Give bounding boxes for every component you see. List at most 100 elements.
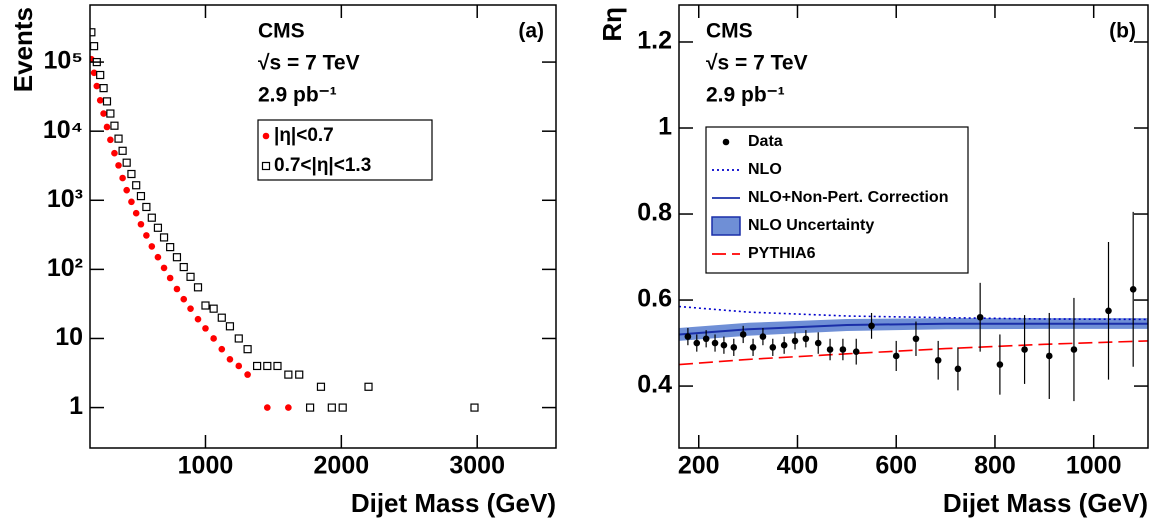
- y-tick-label: 1.2: [637, 27, 672, 55]
- data-point: [243, 345, 252, 354]
- data-point: [136, 191, 146, 201]
- data-point: [122, 158, 131, 167]
- legend-label: 0.7<|η|<1.3: [274, 155, 371, 176]
- data-point: [791, 337, 799, 345]
- curve: [679, 322, 1148, 336]
- data-point: [702, 335, 710, 343]
- x-tick-label: 200: [678, 452, 720, 480]
- panel-label: (b): [1109, 20, 1136, 43]
- data-point: [769, 344, 777, 351]
- data-point: [103, 123, 111, 131]
- data-point: [976, 313, 984, 321]
- curve: [679, 340, 1148, 366]
- legend-marker: [261, 161, 271, 171]
- data-point: [892, 352, 900, 360]
- annotation: √s = 7 TeV: [706, 52, 808, 75]
- data-point: [159, 233, 169, 242]
- data-point: [759, 333, 767, 340]
- data-point: [93, 82, 101, 90]
- data-point: [1105, 307, 1112, 315]
- data-point: [142, 202, 151, 212]
- data-point: [210, 335, 217, 342]
- data-point: [147, 213, 156, 222]
- legend-label: PYTHIA6: [748, 245, 816, 262]
- data-point: [225, 322, 235, 331]
- data-point: [218, 345, 226, 353]
- data-point: [305, 403, 315, 412]
- data-point: [1129, 285, 1137, 293]
- data-point: [173, 285, 181, 293]
- data-point: [187, 305, 194, 312]
- data-point: [826, 346, 834, 353]
- data-point: [684, 333, 692, 340]
- data-point: [749, 344, 757, 351]
- y-tick-label: 1: [658, 113, 672, 141]
- data-point: [202, 325, 209, 332]
- x-axis-title: Dijet Mass (GeV): [943, 488, 1148, 518]
- data-point: [160, 264, 168, 272]
- plot-frame: [678, 4, 1149, 449]
- data-point: [996, 361, 1004, 368]
- data-point: [106, 109, 115, 118]
- annotation: 2.9 pb⁻¹: [258, 84, 337, 107]
- data-point: [217, 313, 226, 322]
- data-point: [201, 301, 210, 310]
- y-tick-label: 10: [55, 323, 83, 351]
- data-point: [128, 198, 135, 206]
- data-point: [90, 42, 99, 51]
- legend-label: NLO Uncertainty: [748, 217, 874, 234]
- annotation: CMS: [258, 20, 305, 43]
- data-point: [166, 243, 175, 252]
- y-tick-label: 1: [69, 392, 83, 420]
- y-tick-label: 10²: [47, 254, 83, 282]
- data-point: [143, 232, 150, 239]
- data-point: [102, 97, 112, 106]
- data-point: [263, 361, 272, 371]
- annotation: CMS: [706, 20, 753, 43]
- data-point: [273, 361, 282, 371]
- curve: [679, 305, 1148, 321]
- data-point: [154, 253, 162, 261]
- legend-label: NLO: [748, 161, 782, 178]
- y-tick-label: 10⁵: [43, 47, 83, 75]
- data-point: [179, 262, 188, 272]
- y-tick-label: 0.6: [637, 285, 672, 313]
- data-point: [839, 346, 847, 353]
- y-tick-label: 0.8: [637, 199, 672, 227]
- data-point: [186, 272, 195, 281]
- data-point: [912, 335, 920, 343]
- data-point: [954, 365, 962, 373]
- data-point: [209, 304, 218, 313]
- plot-area: [679, 211, 1148, 402]
- data-point: [119, 174, 126, 182]
- legend-box: [257, 119, 433, 181]
- data-point: [132, 181, 141, 190]
- data-point: [137, 220, 145, 228]
- x-axis-title: Dijet Mass (GeV): [351, 488, 556, 518]
- data-point: [693, 339, 701, 347]
- data-point: [720, 341, 728, 349]
- plot-frame: [89, 4, 557, 449]
- data-point: [934, 356, 942, 364]
- data-point: [364, 382, 373, 391]
- annotation: √s = 7 TeV: [258, 52, 360, 75]
- data-point: [96, 70, 105, 80]
- data-point: [730, 344, 738, 351]
- y-axis-title: Events: [8, 7, 38, 92]
- data-point: [111, 149, 118, 157]
- legend-box: [705, 126, 969, 274]
- data-point: [110, 121, 119, 130]
- data-point: [90, 69, 98, 77]
- data-point: [470, 403, 479, 412]
- data-point: [226, 355, 234, 363]
- x-tick-label: 600: [875, 452, 917, 480]
- data-point: [295, 370, 304, 379]
- data-point: [132, 209, 140, 217]
- plot-area: [90, 28, 479, 412]
- legend-swatch: [711, 216, 741, 236]
- data-point: [107, 136, 114, 144]
- data-point: [316, 382, 326, 391]
- data-point: [148, 243, 156, 250]
- data-point: [100, 110, 107, 117]
